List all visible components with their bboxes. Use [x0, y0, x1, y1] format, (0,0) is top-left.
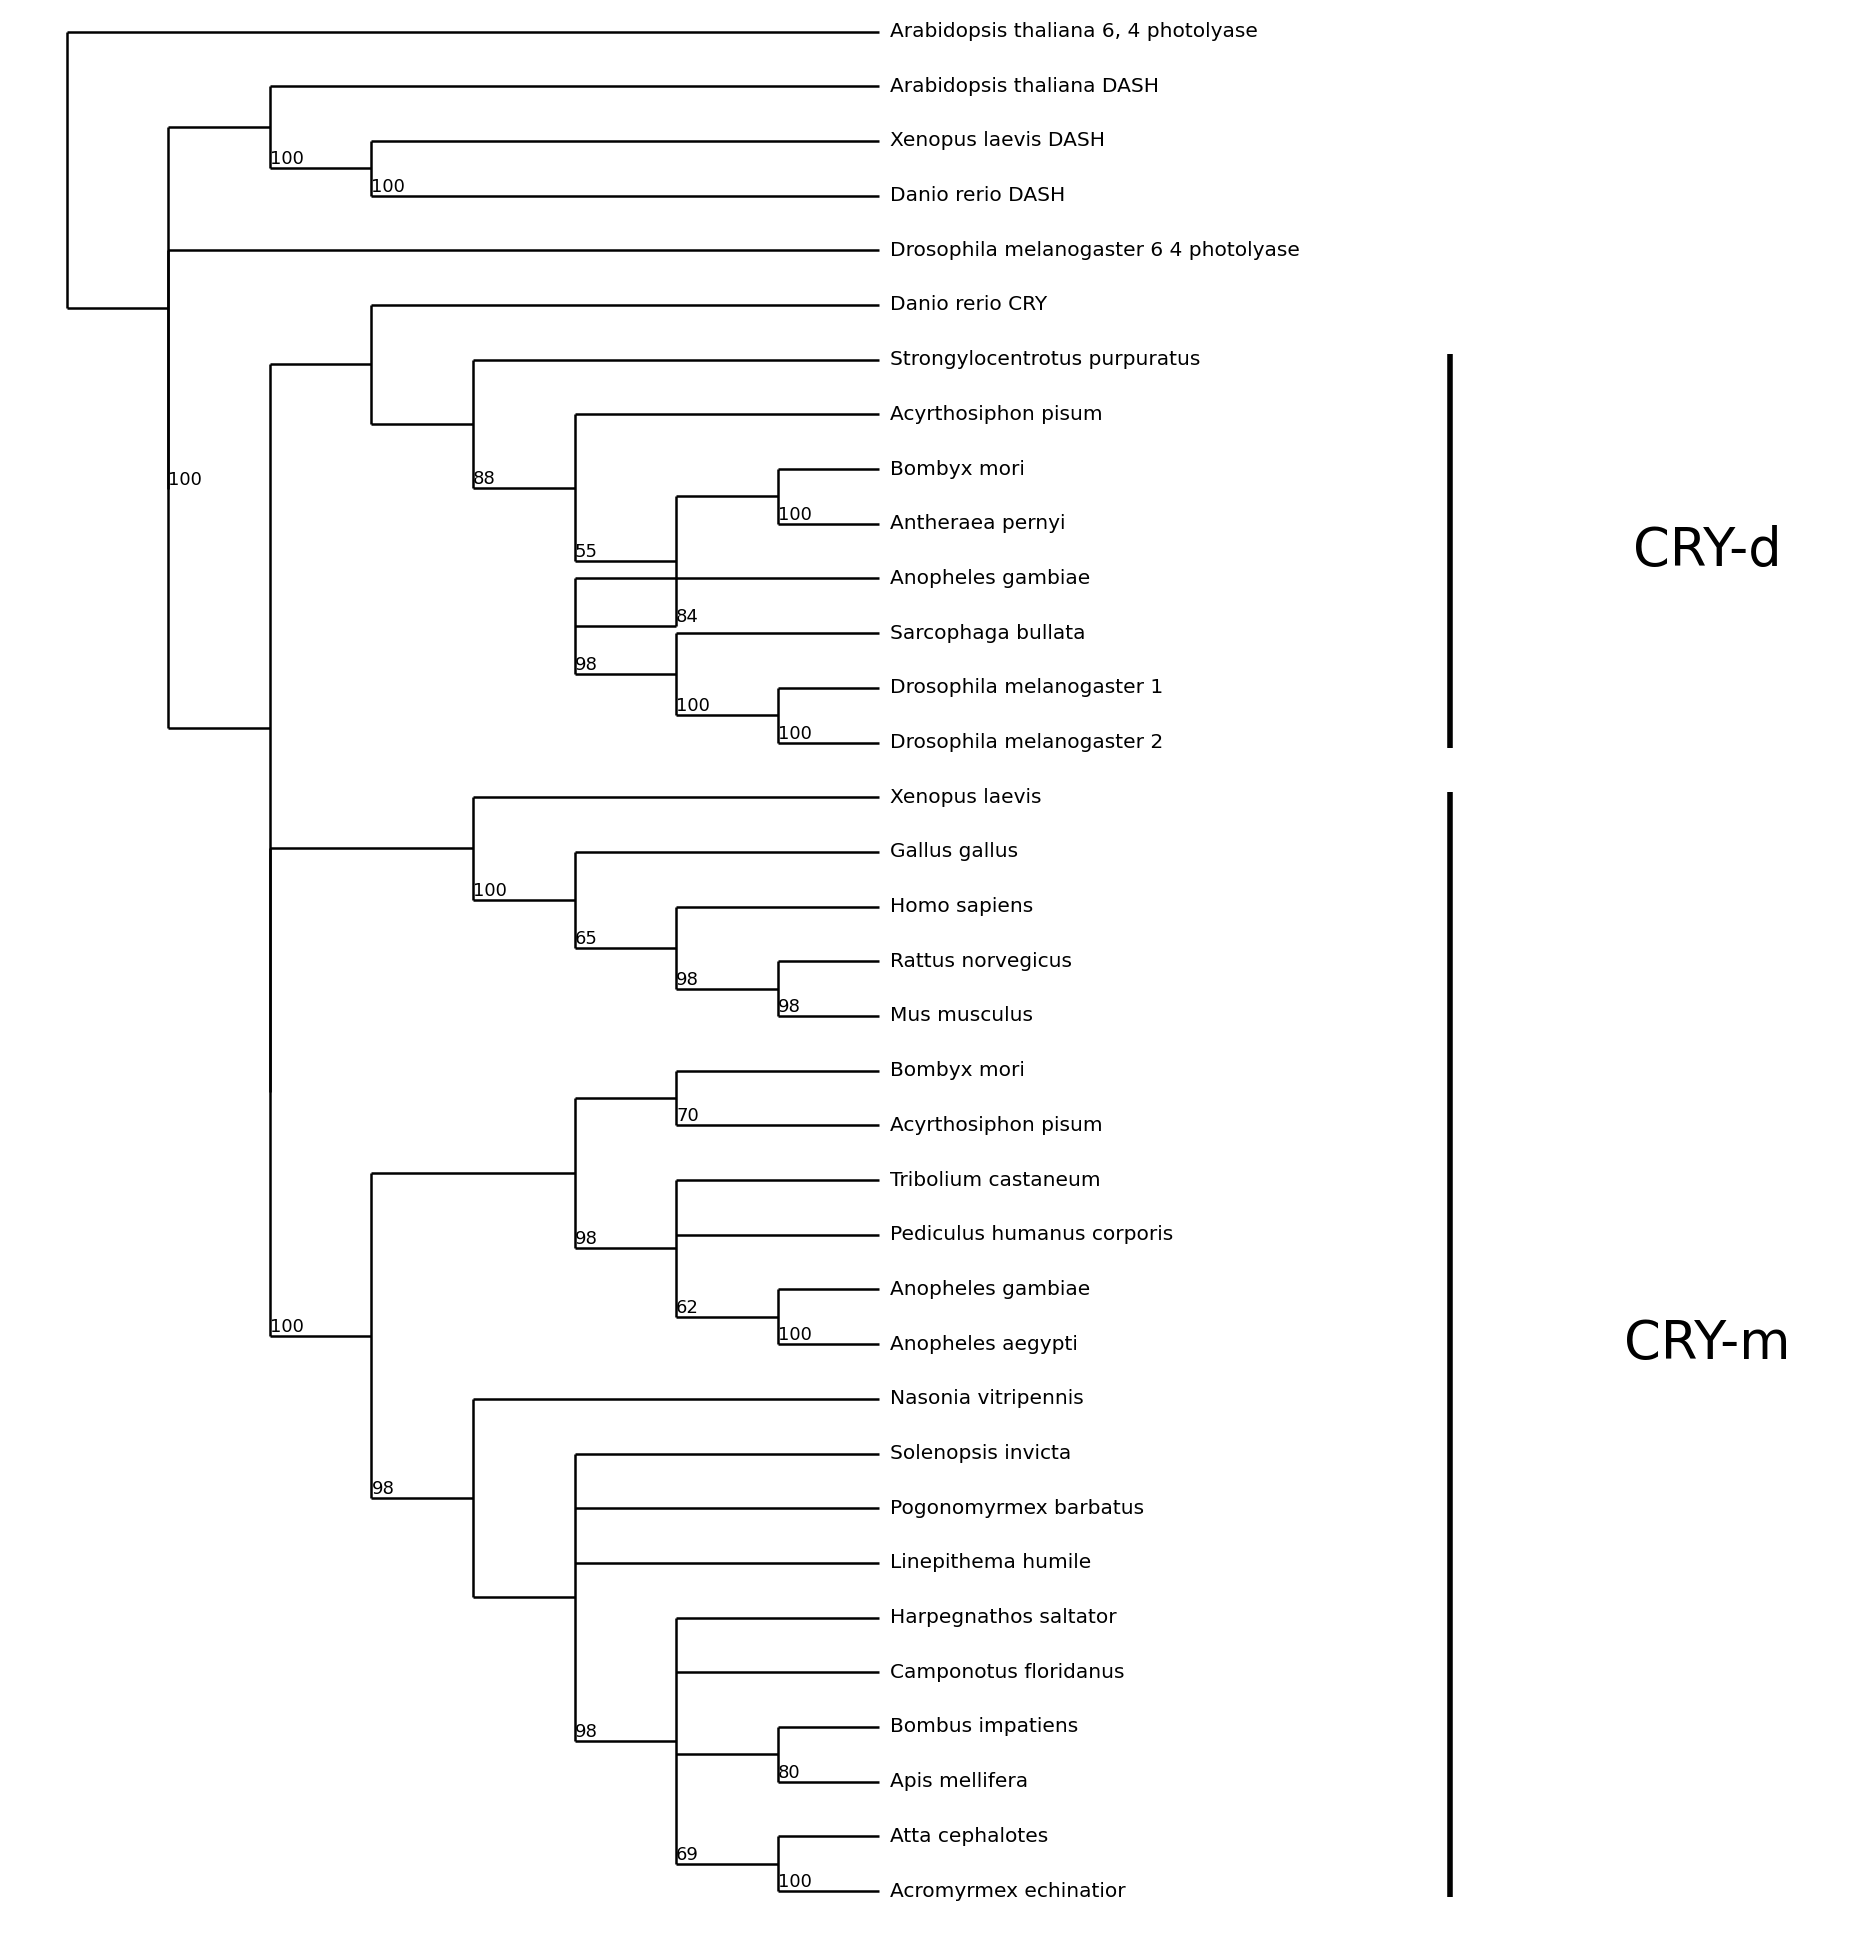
Text: 88: 88	[473, 469, 495, 489]
Text: 80: 80	[777, 1764, 800, 1782]
Text: 98: 98	[575, 1722, 598, 1741]
Text: 69: 69	[676, 1846, 699, 1863]
Text: Camponotus floridanus: Camponotus floridanus	[891, 1664, 1125, 1681]
Text: 84: 84	[676, 609, 699, 626]
Text: Bombyx mori: Bombyx mori	[891, 460, 1026, 479]
Text: 98: 98	[676, 971, 699, 989]
Text: 100: 100	[372, 178, 405, 196]
Text: Pogonomyrmex barbatus: Pogonomyrmex barbatus	[891, 1499, 1145, 1518]
Text: CRY-m: CRY-m	[1625, 1319, 1791, 1371]
Text: 70: 70	[676, 1107, 699, 1125]
Text: Strongylocentrotus purpuratus: Strongylocentrotus purpuratus	[891, 351, 1201, 368]
Text: 98: 98	[575, 655, 598, 675]
Text: Antheraea pernyi: Antheraea pernyi	[891, 514, 1067, 533]
Text: 55: 55	[575, 543, 598, 562]
Text: Anopheles gambiae: Anopheles gambiae	[891, 568, 1091, 588]
Text: Nasonia vitripennis: Nasonia vitripennis	[891, 1390, 1083, 1408]
Text: 100: 100	[777, 1326, 811, 1344]
Text: 100: 100	[777, 506, 811, 524]
Text: Bombus impatiens: Bombus impatiens	[891, 1718, 1078, 1737]
Text: Rattus norvegicus: Rattus norvegicus	[891, 952, 1072, 971]
Text: Drosophila melanogaster 2: Drosophila melanogaster 2	[891, 733, 1164, 752]
Text: Danio rerio CRY: Danio rerio CRY	[891, 295, 1048, 314]
Text: 100: 100	[676, 698, 710, 715]
Text: Homo sapiens: Homo sapiens	[891, 898, 1033, 915]
Text: 65: 65	[575, 929, 598, 948]
Text: 100: 100	[777, 1873, 811, 1891]
Text: Xenopus laevis DASH: Xenopus laevis DASH	[891, 132, 1106, 151]
Text: 98: 98	[575, 1231, 598, 1249]
Text: 100: 100	[269, 149, 304, 169]
Text: Acromyrmex echinatior: Acromyrmex echinatior	[891, 1881, 1126, 1900]
Text: 100: 100	[473, 882, 506, 900]
Text: 100: 100	[269, 1319, 304, 1336]
Text: CRY-d: CRY-d	[1633, 525, 1782, 578]
Text: Anopheles aegypti: Anopheles aegypti	[891, 1334, 1078, 1353]
Text: Bombyx mori: Bombyx mori	[891, 1061, 1026, 1080]
Text: Xenopus laevis: Xenopus laevis	[891, 787, 1042, 807]
Text: Arabidopsis thaliana 6, 4 photolyase: Arabidopsis thaliana 6, 4 photolyase	[891, 21, 1259, 41]
Text: Harpegnathos saltator: Harpegnathos saltator	[891, 1607, 1117, 1627]
Text: Sarcophaga bullata: Sarcophaga bullata	[891, 624, 1085, 642]
Text: Danio rerio DASH: Danio rerio DASH	[891, 186, 1065, 206]
Text: Solenopsis invicta: Solenopsis invicta	[891, 1445, 1072, 1464]
Text: Apis mellifera: Apis mellifera	[891, 1772, 1029, 1792]
Text: 100: 100	[777, 725, 811, 743]
Text: 98: 98	[372, 1479, 394, 1499]
Text: Drosophila melanogaster 6 4 photolyase: Drosophila melanogaster 6 4 photolyase	[891, 240, 1300, 260]
Text: 100: 100	[168, 471, 202, 489]
Text: 62: 62	[676, 1299, 699, 1317]
Text: 98: 98	[777, 999, 801, 1016]
Text: Acyrthosiphon pisum: Acyrthosiphon pisum	[891, 1115, 1102, 1134]
Text: Atta cephalotes: Atta cephalotes	[891, 1827, 1048, 1846]
Text: Gallus gallus: Gallus gallus	[891, 842, 1018, 861]
Text: Acyrthosiphon pisum: Acyrthosiphon pisum	[891, 405, 1102, 425]
Text: Mus musculus: Mus musculus	[891, 1006, 1033, 1026]
Text: Pediculus humanus corporis: Pediculus humanus corporis	[891, 1225, 1173, 1245]
Text: Arabidopsis thaliana DASH: Arabidopsis thaliana DASH	[891, 78, 1160, 95]
Text: Drosophila melanogaster 1: Drosophila melanogaster 1	[891, 679, 1164, 698]
Text: Linepithema humile: Linepithema humile	[891, 1553, 1091, 1573]
Text: Tribolium castaneum: Tribolium castaneum	[891, 1171, 1100, 1189]
Text: Anopheles gambiae: Anopheles gambiae	[891, 1280, 1091, 1299]
